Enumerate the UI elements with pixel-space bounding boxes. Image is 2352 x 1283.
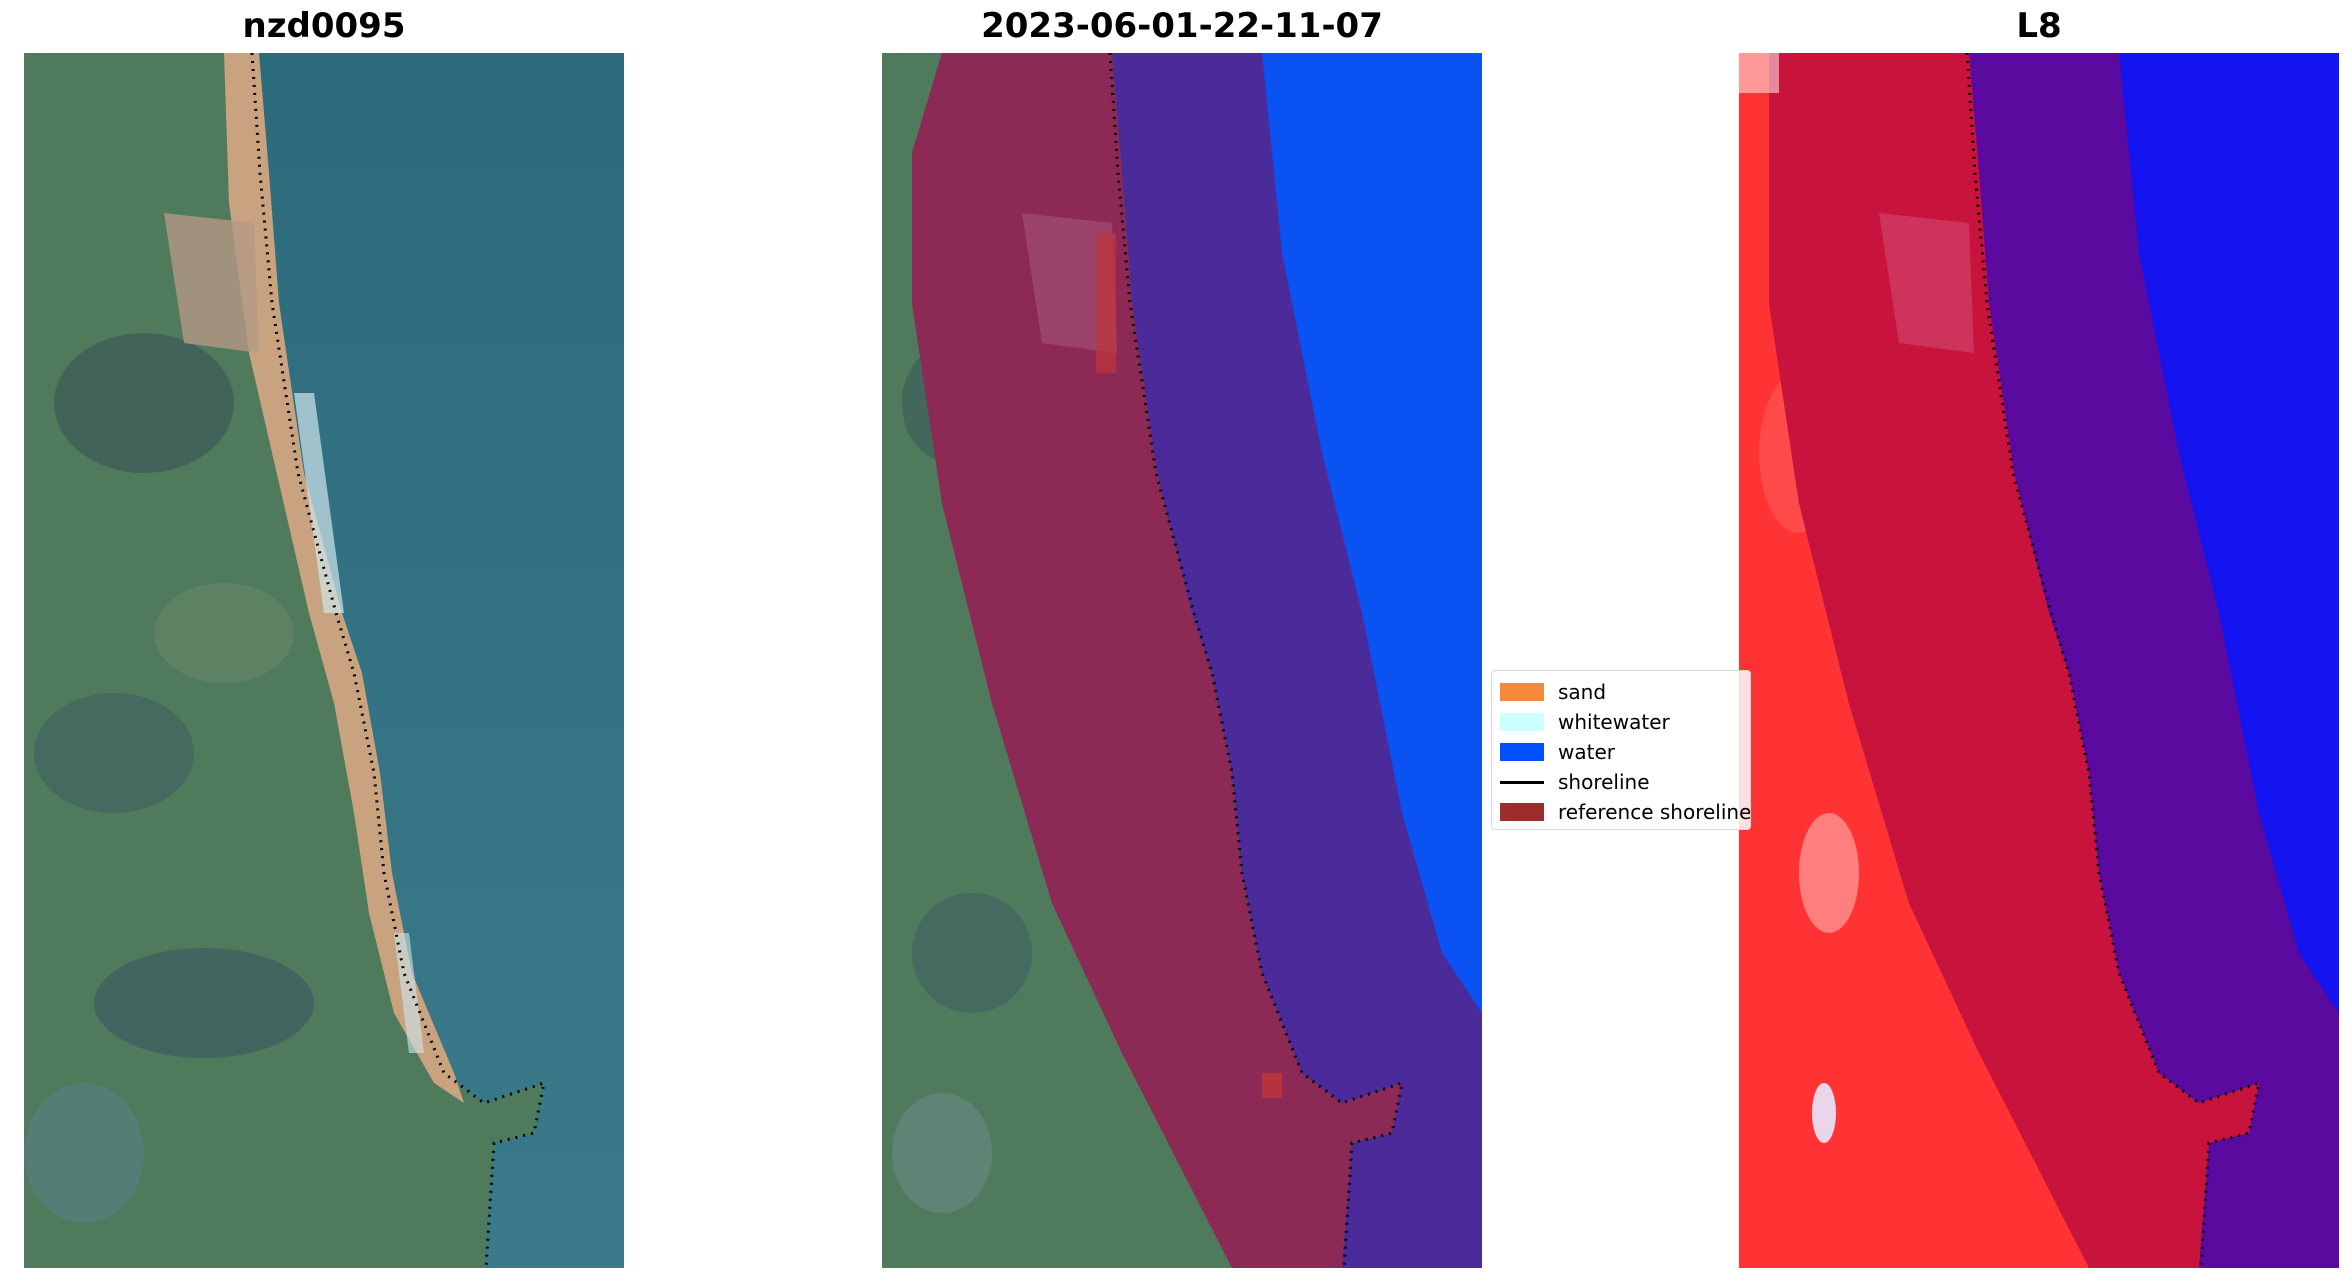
legend-label: whitewater: [1558, 710, 1670, 734]
legend-item-sand: sand: [1500, 677, 1750, 707]
classification-image: [882, 53, 1482, 1268]
sand-swatch: [1500, 683, 1544, 701]
shoreline-line-swatch: [1500, 780, 1544, 784]
water-swatch: [1500, 743, 1544, 761]
legend: sand whitewater water shoreline referenc…: [1491, 670, 1751, 830]
whitewater-swatch: [1500, 713, 1544, 731]
l8-index-image: [1739, 53, 2339, 1268]
legend-item-shoreline: shoreline: [1500, 767, 1750, 797]
legend-item-reference-shoreline: reference shoreline: [1500, 797, 1750, 827]
legend-item-whitewater: whitewater: [1500, 707, 1750, 737]
panel-title-classification: 2023-06-01-22-11-07: [981, 6, 1383, 46]
legend-label: reference shoreline: [1558, 800, 1751, 824]
rgb-satellite-image: [24, 53, 624, 1268]
panel-title-rgb: nzd0095: [242, 6, 406, 46]
legend-label: shoreline: [1558, 770, 1650, 794]
legend-item-water: water: [1500, 737, 1750, 767]
legend-label: sand: [1558, 680, 1607, 704]
legend-label: water: [1558, 740, 1615, 764]
reference-shoreline-swatch: [1500, 803, 1544, 821]
panel-title-index: L8: [2016, 6, 2062, 46]
